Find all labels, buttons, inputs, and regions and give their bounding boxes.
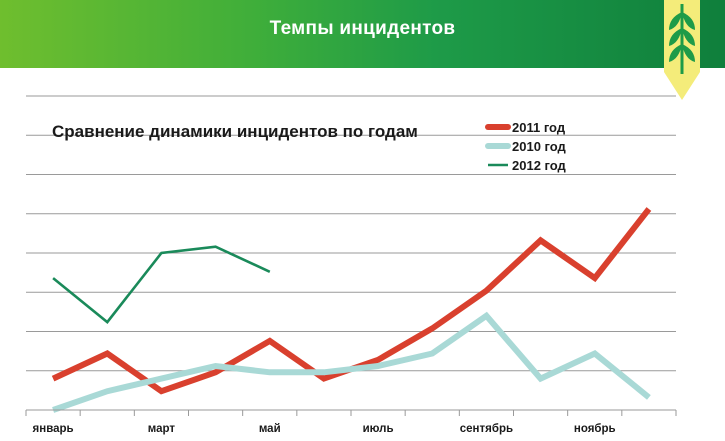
series-2010-legend-label: 2010 год [512,139,567,154]
series-lines [51,207,652,413]
series-2011-legend-label: 2011 год [512,120,566,135]
wheat-logo-icon [664,0,700,100]
legend: 2011 год 2010 год 2012 год [485,120,567,173]
x-axis: январь март май июль сентябрь ноябрь [25,409,677,435]
series-2012-line [52,245,271,324]
chart-title: Сравнение динамики инцидентов по годам [52,122,418,141]
series-2010-line [52,311,651,413]
x-tick-label: март [148,423,176,435]
series-2012-legend-label: 2012 год [512,158,567,173]
x-tick-label: ноябрь [574,423,616,435]
x-tick-label: сентябрь [460,423,513,435]
x-tick-label: май [259,423,281,435]
header-banner: Темпы инцидентов [0,0,725,68]
series-2011-line [51,207,652,395]
x-tick-label: январь [33,423,74,435]
x-tick-label: июль [363,423,394,435]
page-title: Темпы инцидентов [269,18,456,39]
